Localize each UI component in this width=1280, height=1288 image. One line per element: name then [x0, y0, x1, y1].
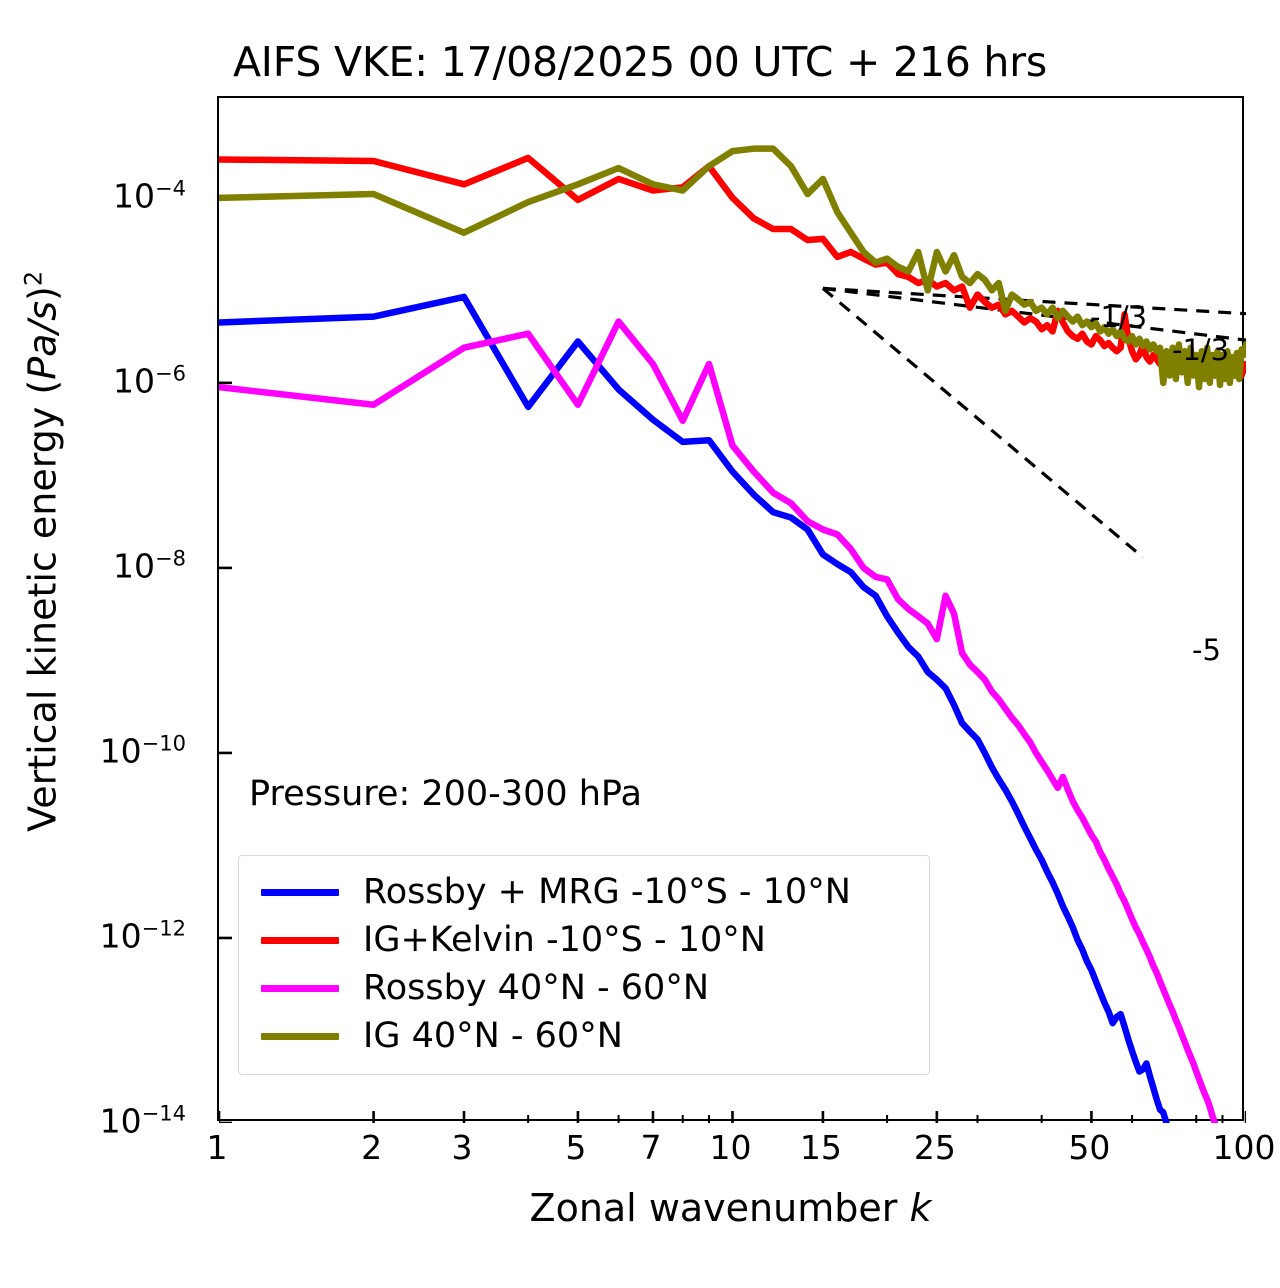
x-axis-label-prefix: Zonal wavenumber: [529, 1186, 910, 1230]
x-tick-label: 3: [451, 1128, 473, 1167]
legend-swatch-ig-nh: [261, 1032, 339, 1040]
y-axis-label-prefix: Vertical kinetic energy (: [20, 379, 65, 832]
series-line-2: [219, 318, 1219, 1123]
legend-swatch-rossby-mrg: [261, 888, 339, 896]
y-axis-label-units: Pa/s: [20, 300, 65, 380]
y-tick-label: 10−12: [99, 916, 186, 956]
series-line-0: [219, 293, 1170, 1123]
x-tick-label: 1: [206, 1128, 228, 1167]
x-tick-label: 50: [1068, 1128, 1111, 1167]
legend-label-ig-kelvin: IG+Kelvin -10°S - 10°N: [363, 920, 766, 960]
legend-swatch-ig-kelvin: [261, 936, 339, 944]
y-tick-label: 10−8: [113, 546, 186, 586]
x-tick-label: 15: [799, 1128, 842, 1167]
legend-label-ig-nh: IG 40°N - 60°N: [363, 1016, 623, 1056]
y-axis-label: Vertical kinetic energy (Pa/s)2: [20, 51, 65, 1051]
x-tick-label: 25: [913, 1128, 956, 1167]
series-line-3: [219, 145, 1246, 391]
slope-label-0: -1/3: [1090, 300, 1148, 334]
legend: Rossby + MRG -10°S - 10°N IG+Kelvin -10°…: [238, 855, 930, 1075]
legend-item[interactable]: IG+Kelvin -10°S - 10°N: [239, 916, 929, 964]
plot-canvas: [219, 145, 1246, 1123]
x-tick-label: 10: [709, 1128, 752, 1167]
series-line-1: [219, 154, 1246, 379]
reference-slope-line-1: [822, 286, 1246, 342]
y-axis-label-suffix: ): [20, 286, 65, 301]
y-tick-label: 10−6: [113, 361, 186, 401]
legend-item[interactable]: Rossby 40°N - 60°N: [239, 964, 929, 1012]
x-axis-label-symbol: k: [909, 1186, 932, 1230]
reference-slope-line-2: [821, 287, 1145, 559]
slope-label-1: -1/3: [1172, 333, 1230, 367]
reference-slope-line-0: [822, 286, 1246, 316]
y-tick-label: 10−4: [113, 176, 186, 216]
x-tick-label: 2: [361, 1128, 383, 1167]
x-axis-label: Zonal wavenumber k: [217, 1186, 1244, 1230]
x-tick-label: 7: [640, 1128, 662, 1167]
legend-item[interactable]: Rossby + MRG -10°S - 10°N: [239, 868, 929, 916]
legend-swatch-rossby-nh: [261, 984, 339, 992]
legend-label-rossby-nh: Rossby 40°N - 60°N: [363, 968, 710, 1008]
chart-title: AIFS VKE: 17/08/2025 00 UTC + 216 hrs: [232, 38, 1048, 86]
y-tick-label: 10−10: [99, 731, 186, 771]
pressure-annotation: Pressure: 200-300 hPa: [249, 774, 642, 814]
legend-item[interactable]: IG 40°N - 60°N: [239, 1012, 929, 1060]
y-tick-label: 10−14: [99, 1101, 186, 1141]
x-tick-label: 5: [565, 1128, 587, 1167]
x-tick-label: 100: [1212, 1128, 1276, 1167]
y-axis-label-exponent: 2: [19, 270, 48, 287]
legend-label-rossby-mrg: Rossby + MRG -10°S - 10°N: [363, 872, 851, 912]
slope-label-2: -5: [1192, 633, 1221, 667]
